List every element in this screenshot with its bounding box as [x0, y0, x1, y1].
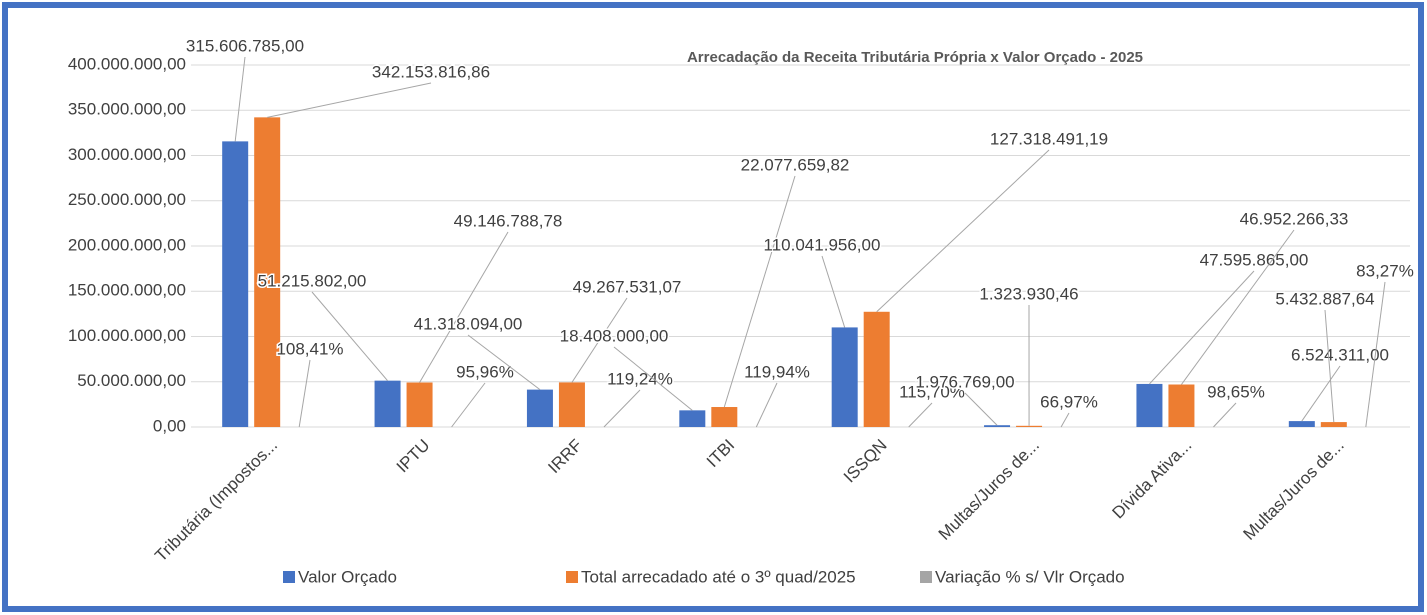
bar	[526, 389, 553, 427]
leader-line	[419, 231, 509, 383]
bar	[1136, 383, 1163, 427]
data-label: 18.408.000,00	[560, 326, 669, 345]
bar	[984, 425, 1011, 427]
legend-label: Variação % s/ Vlr Orçado	[935, 567, 1125, 586]
data-label: 119,94%	[744, 362, 810, 381]
data-label: 108,41%	[276, 339, 343, 358]
data-label: 51.215.802,00	[258, 271, 367, 290]
y-tick-label: 400.000.000,00	[68, 54, 186, 73]
data-label: 342.153.816,86	[372, 62, 490, 81]
leader-line	[451, 382, 486, 428]
leader-line	[964, 392, 998, 426]
bar	[406, 382, 433, 427]
y-tick-label: 150.000.000,00	[68, 281, 186, 300]
leader-line	[1213, 402, 1237, 428]
y-tick-label: 0,00	[153, 416, 186, 435]
data-label: 66,97%	[1040, 392, 1098, 411]
legend-label: Valor Orçado	[298, 567, 397, 586]
data-label: 127.318.491,19	[990, 129, 1108, 148]
data-label: 95,96%	[456, 362, 514, 381]
legend-swatch	[283, 571, 295, 583]
data-label: 110.041.956,00	[764, 235, 881, 254]
leader-line	[723, 175, 796, 408]
leader-line	[755, 382, 778, 428]
legend-swatch	[920, 571, 932, 583]
legend-label: Total arrecadado até o 3º quad/2025	[581, 567, 856, 586]
leader-line	[908, 402, 933, 428]
leader-line	[467, 334, 541, 391]
bar	[1016, 425, 1043, 427]
leader-line	[1181, 229, 1295, 385]
data-label: 119,24%	[607, 369, 673, 388]
leader-line	[821, 255, 846, 328]
bar	[831, 327, 858, 427]
leader-line	[1301, 365, 1341, 422]
bar	[374, 380, 401, 427]
y-tick-label: 100.000.000,00	[68, 326, 186, 345]
legend-swatch	[566, 571, 578, 583]
data-label: 41.318.094,00	[414, 314, 523, 333]
y-tick-label: 200.000.000,00	[68, 235, 186, 254]
bar	[679, 410, 706, 427]
leader-line	[571, 297, 628, 383]
bar	[711, 407, 738, 427]
data-label: 115,70%	[899, 382, 965, 401]
data-label: 22.077.659,82	[741, 155, 850, 174]
leader-line	[1060, 412, 1070, 428]
y-tick-label: 250.000.000,00	[68, 190, 186, 209]
leader-line	[234, 56, 246, 142]
bar	[1288, 421, 1315, 427]
data-label: 46.952.266,33	[1240, 209, 1349, 228]
leader-line	[876, 149, 1050, 313]
leader-line	[1324, 309, 1335, 423]
bar	[1320, 422, 1347, 427]
leader-line	[1149, 270, 1255, 385]
data-label: 1.976.769,00	[915, 372, 1014, 391]
bar	[863, 311, 890, 427]
chart-title: Arrecadação da Receita Tributária Própri…	[687, 49, 1143, 66]
bar	[558, 382, 585, 427]
data-label: 1.323.930,46	[979, 284, 1078, 303]
bar	[1168, 384, 1195, 427]
y-tick-label: 350.000.000,00	[68, 100, 186, 119]
bar	[222, 141, 249, 427]
leader-line	[267, 82, 432, 118]
data-label: 6.524.311,00	[1291, 345, 1389, 364]
data-label: 49.146.788,78	[454, 211, 563, 230]
y-tick-label: 50.000.000,00	[77, 371, 186, 390]
bar	[254, 117, 281, 427]
leader-line	[1365, 281, 1386, 428]
data-label: 5.432.887,64	[1275, 289, 1374, 308]
leader-line	[298, 359, 311, 428]
leader-line	[311, 291, 388, 381]
data-label: 49.267.531,07	[573, 277, 682, 296]
y-tick-label: 300.000.000,00	[68, 145, 186, 164]
data-label: 83,27%	[1356, 261, 1414, 280]
data-label: 98,65%	[1207, 382, 1265, 401]
data-label: 47.595.865,00	[1200, 250, 1309, 269]
leader-line	[603, 389, 641, 428]
data-label: 315.606.785,00	[186, 36, 304, 55]
leader-line	[613, 346, 693, 411]
